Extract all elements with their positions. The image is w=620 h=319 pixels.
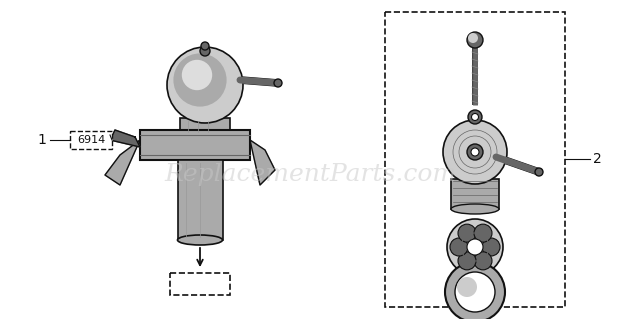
Circle shape xyxy=(474,252,492,270)
Circle shape xyxy=(455,272,495,312)
Circle shape xyxy=(468,110,482,124)
Circle shape xyxy=(174,53,226,107)
Bar xyxy=(170,273,230,295)
Circle shape xyxy=(458,224,476,242)
Circle shape xyxy=(443,120,507,184)
Circle shape xyxy=(200,46,210,56)
Text: 1: 1 xyxy=(38,133,46,147)
Ellipse shape xyxy=(177,235,223,245)
Circle shape xyxy=(182,60,212,90)
Circle shape xyxy=(467,32,483,48)
Circle shape xyxy=(447,219,503,275)
Circle shape xyxy=(274,79,282,87)
Circle shape xyxy=(450,238,468,256)
Text: 2: 2 xyxy=(593,152,601,166)
Circle shape xyxy=(457,277,477,297)
Polygon shape xyxy=(110,130,140,147)
Circle shape xyxy=(458,252,476,270)
Bar xyxy=(451,179,499,209)
Circle shape xyxy=(201,42,209,50)
Polygon shape xyxy=(250,140,275,185)
Circle shape xyxy=(467,144,483,160)
Circle shape xyxy=(468,33,478,43)
Circle shape xyxy=(167,47,243,123)
Bar xyxy=(178,160,223,240)
Bar xyxy=(180,118,230,135)
Circle shape xyxy=(474,224,492,242)
Bar xyxy=(140,130,250,160)
Text: ReplacementParts.com: ReplacementParts.com xyxy=(164,164,456,187)
Polygon shape xyxy=(105,140,140,185)
Circle shape xyxy=(445,262,505,319)
Circle shape xyxy=(471,148,479,156)
Circle shape xyxy=(535,168,543,176)
Circle shape xyxy=(482,238,500,256)
Bar xyxy=(385,12,565,307)
Bar xyxy=(70,131,112,149)
Circle shape xyxy=(467,239,483,255)
Text: 6914: 6914 xyxy=(77,135,105,145)
Circle shape xyxy=(471,114,479,121)
Ellipse shape xyxy=(451,204,499,214)
